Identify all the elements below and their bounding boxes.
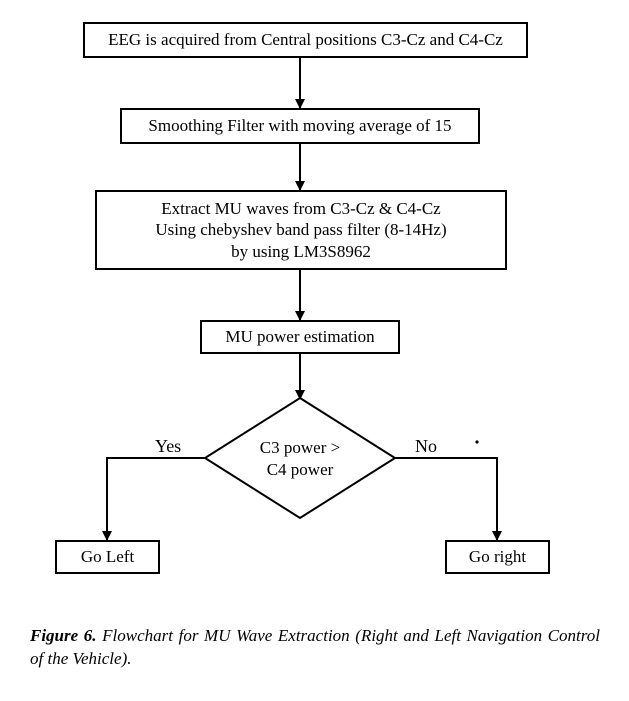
node-power-est-text: MU power estimation bbox=[225, 326, 374, 347]
node-extract-text: Extract MU waves from C3-Cz & C4-Cz Usin… bbox=[155, 198, 446, 262]
yes-label: Yes bbox=[155, 436, 181, 457]
node-extract: Extract MU waves from C3-Cz & C4-Cz Usin… bbox=[95, 190, 507, 270]
node-go-left: Go Left bbox=[55, 540, 160, 574]
node-go-right: Go right bbox=[445, 540, 550, 574]
node-smoothing-text: Smoothing Filter with moving average of … bbox=[148, 115, 451, 136]
caption-prefix: Figure 6. bbox=[30, 626, 97, 645]
node-power-est: MU power estimation bbox=[200, 320, 400, 354]
stray-dot bbox=[475, 440, 478, 443]
node-go-right-text: Go right bbox=[469, 546, 526, 567]
decision-diamond bbox=[205, 398, 395, 518]
node-acquire: EEG is acquired from Central positions C… bbox=[83, 22, 528, 58]
no-label: No bbox=[415, 436, 437, 457]
decision-text-line1: C3 power > bbox=[205, 438, 395, 458]
node-go-left-text: Go Left bbox=[81, 546, 134, 567]
figure-caption: Figure 6. Flowchart for MU Wave Extracti… bbox=[30, 625, 600, 671]
edge-no bbox=[395, 458, 497, 540]
node-smoothing: Smoothing Filter with moving average of … bbox=[120, 108, 480, 144]
node-acquire-text: EEG is acquired from Central positions C… bbox=[108, 29, 503, 50]
edge-yes bbox=[107, 458, 205, 540]
caption-text: Flowchart for MU Wave Extraction (Right … bbox=[30, 626, 600, 668]
decision-text-line2: C4 power bbox=[205, 460, 395, 480]
